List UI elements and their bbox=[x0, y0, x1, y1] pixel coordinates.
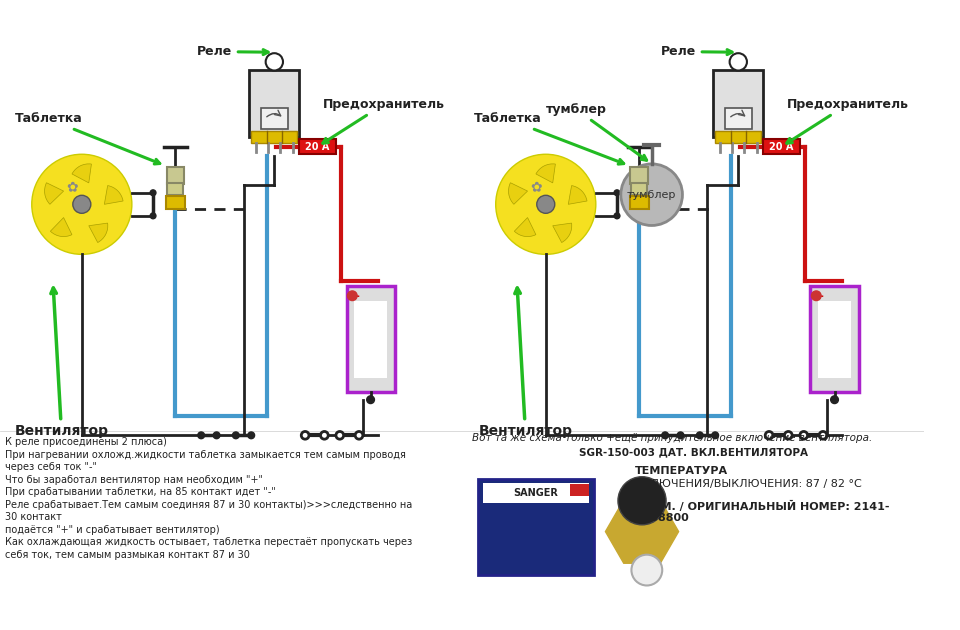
Text: 20 А: 20 А bbox=[769, 142, 794, 152]
FancyBboxPatch shape bbox=[166, 167, 184, 184]
Text: Как охлаждающая жидкость остывает, таблетка перестаёт пропускать через: Как охлаждающая жидкость остывает, табле… bbox=[5, 537, 412, 547]
Circle shape bbox=[632, 554, 662, 585]
Circle shape bbox=[661, 432, 668, 438]
Text: подаётся "+" и срабатывает вентилятор): подаётся "+" и срабатывает вентилятор) bbox=[5, 525, 220, 535]
Circle shape bbox=[355, 432, 363, 439]
FancyBboxPatch shape bbox=[300, 139, 336, 154]
FancyBboxPatch shape bbox=[810, 286, 858, 392]
Circle shape bbox=[198, 432, 204, 438]
FancyBboxPatch shape bbox=[715, 131, 761, 143]
Circle shape bbox=[819, 432, 827, 439]
Text: SANGER: SANGER bbox=[514, 488, 559, 498]
Wedge shape bbox=[515, 217, 536, 237]
FancyBboxPatch shape bbox=[250, 69, 300, 137]
Text: К реле присоединены 2 плюса): К реле присоединены 2 плюса) bbox=[5, 437, 167, 447]
Wedge shape bbox=[88, 223, 108, 243]
Circle shape bbox=[621, 164, 683, 226]
Text: SGR-150-003 ДАТ. ВКЛ.ВЕНТИЛЯТОРА: SGR-150-003 ДАТ. ВКЛ.ВЕНТИЛЯТОРА bbox=[579, 447, 807, 457]
Text: Таблетка: Таблетка bbox=[473, 113, 624, 164]
Text: Реле: Реле bbox=[198, 45, 268, 58]
FancyBboxPatch shape bbox=[354, 301, 387, 377]
Circle shape bbox=[495, 154, 596, 255]
Text: 3808800: 3808800 bbox=[636, 513, 689, 524]
Circle shape bbox=[800, 432, 807, 439]
Text: 30 контакт: 30 контакт bbox=[5, 512, 61, 522]
Circle shape bbox=[830, 396, 838, 404]
Circle shape bbox=[811, 291, 821, 301]
Circle shape bbox=[537, 195, 555, 214]
Wedge shape bbox=[105, 186, 123, 204]
Circle shape bbox=[232, 432, 239, 438]
Circle shape bbox=[321, 432, 328, 439]
Text: тумблер: тумблер bbox=[627, 190, 677, 200]
Circle shape bbox=[614, 213, 620, 219]
FancyBboxPatch shape bbox=[713, 69, 763, 137]
Circle shape bbox=[784, 432, 792, 439]
Text: через себя ток "-": через себя ток "-" bbox=[5, 462, 97, 472]
Text: Что бы заработал вентилятор нам необходим "+": Что бы заработал вентилятор нам необходи… bbox=[5, 475, 263, 484]
Wedge shape bbox=[553, 223, 572, 243]
Circle shape bbox=[266, 53, 283, 71]
Text: При срабатывании таблетки, на 85 контакт идет "-": При срабатывании таблетки, на 85 контакт… bbox=[5, 487, 276, 497]
Circle shape bbox=[730, 53, 747, 71]
FancyBboxPatch shape bbox=[252, 131, 298, 143]
Text: Предохранитель: Предохранитель bbox=[323, 98, 444, 143]
FancyBboxPatch shape bbox=[763, 139, 800, 154]
Circle shape bbox=[367, 396, 374, 404]
Text: Реле срабатывает.Тем самым соединяя 87 и 30 контакты)>>>следственно на: Реле срабатывает.Тем самым соединяя 87 и… bbox=[5, 500, 412, 510]
Circle shape bbox=[348, 291, 357, 301]
Text: тумблер: тумблер bbox=[546, 103, 647, 160]
Text: +: + bbox=[349, 290, 360, 303]
Text: ✿: ✿ bbox=[66, 180, 78, 194]
FancyBboxPatch shape bbox=[478, 479, 594, 575]
Wedge shape bbox=[50, 217, 72, 237]
Circle shape bbox=[765, 432, 773, 439]
Circle shape bbox=[248, 432, 254, 438]
Text: Вентилятор: Вентилятор bbox=[14, 288, 108, 438]
FancyBboxPatch shape bbox=[630, 196, 649, 209]
FancyBboxPatch shape bbox=[818, 301, 851, 377]
Text: Таблетка: Таблетка bbox=[14, 113, 159, 164]
Circle shape bbox=[336, 432, 344, 439]
Circle shape bbox=[614, 190, 620, 196]
Wedge shape bbox=[72, 164, 91, 183]
Wedge shape bbox=[509, 183, 528, 204]
FancyBboxPatch shape bbox=[570, 484, 589, 496]
Circle shape bbox=[618, 477, 666, 525]
Circle shape bbox=[150, 190, 156, 196]
Circle shape bbox=[677, 432, 684, 438]
Text: 20 А: 20 А bbox=[305, 142, 330, 152]
Wedge shape bbox=[536, 164, 556, 183]
Circle shape bbox=[73, 195, 91, 214]
FancyBboxPatch shape bbox=[483, 483, 589, 503]
FancyBboxPatch shape bbox=[167, 183, 183, 195]
Text: себя ток, тем самым размыкая контакт 87 и 30: себя ток, тем самым размыкая контакт 87 … bbox=[5, 550, 250, 560]
Wedge shape bbox=[44, 183, 63, 204]
FancyBboxPatch shape bbox=[261, 108, 288, 129]
Circle shape bbox=[301, 432, 309, 439]
Text: Вот та же схема только +ещё принудительное включение вентилятора.: Вот та же схема только +ещё принудительн… bbox=[471, 433, 872, 444]
Circle shape bbox=[213, 432, 220, 438]
Circle shape bbox=[32, 154, 132, 255]
Circle shape bbox=[150, 213, 156, 219]
Circle shape bbox=[711, 432, 718, 438]
Text: +: + bbox=[813, 290, 824, 303]
Text: Вентилятор: Вентилятор bbox=[478, 288, 572, 438]
Wedge shape bbox=[568, 186, 587, 204]
FancyBboxPatch shape bbox=[725, 108, 752, 129]
Text: При нагревании охложд.жидкости таблетка замыкается тем самым проводя: При нагревании охложд.жидкости таблетка … bbox=[5, 450, 406, 460]
Text: ✿: ✿ bbox=[530, 180, 542, 194]
FancyBboxPatch shape bbox=[631, 167, 648, 184]
FancyBboxPatch shape bbox=[632, 183, 647, 195]
Circle shape bbox=[696, 432, 703, 438]
Text: ТЕМПЕРАТУРА: ТЕМПЕРАТУРА bbox=[636, 466, 729, 476]
FancyBboxPatch shape bbox=[347, 286, 395, 392]
Text: ВКЛЮЧЕНИЯ/ВЫКЛЮЧЕНИЯ: 87 / 82 °C: ВКЛЮЧЕНИЯ/ВЫКЛЮЧЕНИЯ: 87 / 82 °C bbox=[636, 479, 862, 489]
Text: Реле: Реле bbox=[661, 45, 732, 58]
Text: О.Е.М. / ОРИГИНАЛЬНЫЙ НОМЕР: 2141-: О.Е.М. / ОРИГИНАЛЬНЫЙ НОМЕР: 2141- bbox=[636, 501, 890, 512]
Text: Предохранитель: Предохранитель bbox=[786, 98, 908, 143]
FancyBboxPatch shape bbox=[165, 196, 185, 209]
